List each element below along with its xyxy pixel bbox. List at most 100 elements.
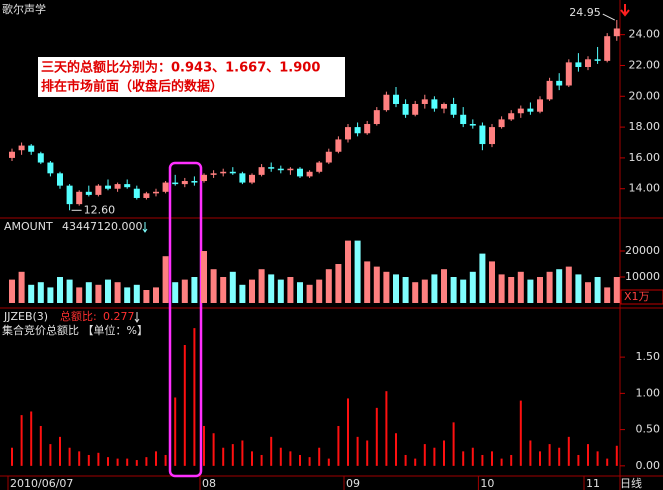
candle-body — [354, 127, 361, 134]
bar — [479, 253, 486, 303]
bar — [49, 444, 52, 466]
bar — [383, 271, 390, 303]
bar — [375, 407, 378, 466]
bar — [306, 284, 313, 303]
candle-body — [508, 113, 515, 120]
bar — [558, 447, 561, 466]
annotation: 三天的总额比分别为：0.943、1.667、1.900 — [41, 60, 320, 76]
candle-body — [28, 145, 35, 152]
bar — [135, 460, 138, 466]
bar — [546, 271, 553, 303]
bar — [172, 282, 179, 303]
bar — [585, 282, 591, 303]
bar — [126, 458, 129, 466]
bar — [567, 436, 570, 466]
candle-body — [537, 99, 543, 112]
candle-body — [277, 168, 284, 171]
bar — [57, 277, 63, 303]
bar — [556, 269, 563, 303]
bar — [258, 269, 265, 303]
candle-body — [239, 173, 246, 183]
bar — [327, 458, 330, 466]
bar — [404, 454, 407, 466]
bar — [287, 277, 294, 303]
bar — [268, 274, 275, 303]
bar — [325, 269, 332, 303]
bar — [11, 447, 13, 466]
y-tick-label: 10000 — [625, 270, 660, 283]
candle-body — [172, 182, 179, 185]
candle-body — [124, 184, 131, 188]
y-tick-label: 14.00 — [629, 182, 661, 195]
bar — [203, 425, 205, 466]
bar — [604, 287, 611, 303]
bar — [95, 284, 102, 303]
candle-body — [133, 188, 140, 198]
candle-body — [604, 36, 611, 61]
icon-arrow — [620, 4, 630, 17]
bar — [37, 282, 44, 303]
panel-value-name: 总额比: — [60, 309, 97, 323]
bar — [385, 391, 388, 466]
unit-box — [620, 289, 663, 305]
candle-body — [287, 168, 294, 171]
bar — [220, 277, 227, 303]
bar — [393, 274, 399, 303]
candle-body — [37, 153, 44, 163]
bar — [481, 454, 484, 466]
candle-body — [412, 103, 419, 115]
candle-body — [162, 182, 169, 192]
candle-body — [402, 103, 409, 115]
bar — [575, 274, 582, 303]
bar — [28, 284, 35, 303]
bar — [345, 240, 351, 303]
x-tick-label: 2010/06/07 — [10, 477, 73, 490]
candle-body — [114, 184, 121, 189]
bar — [299, 454, 301, 466]
x-tick-label: 08 — [202, 477, 216, 490]
candle-body — [383, 94, 390, 111]
y-tick-label: 20000 — [625, 244, 660, 257]
bar — [76, 287, 83, 303]
bar — [97, 452, 100, 466]
unit-label: X1万 — [624, 290, 650, 303]
y-tick-label: 0.50 — [636, 423, 661, 436]
candle-body — [325, 151, 332, 163]
candle-body — [18, 145, 25, 151]
candle-body — [335, 139, 342, 152]
bar — [402, 277, 409, 303]
bar — [452, 422, 455, 466]
bar — [433, 447, 436, 466]
bar — [162, 256, 169, 303]
candle-body — [460, 114, 467, 125]
annotation-box — [38, 57, 345, 97]
y-tick-label: 20.00 — [629, 89, 661, 102]
candle-body — [585, 59, 591, 68]
candle-body — [431, 99, 438, 109]
bar — [18, 271, 25, 303]
y-tick-label: 1.00 — [636, 386, 661, 399]
candle-body — [47, 162, 54, 174]
bar — [191, 277, 198, 303]
bar — [193, 328, 196, 466]
candle-body — [565, 62, 572, 86]
candle-body — [556, 80, 563, 86]
bar — [85, 282, 92, 303]
bar — [78, 451, 81, 466]
candle-body — [191, 181, 198, 183]
bar — [9, 279, 15, 303]
y-tick-label: 0.00 — [636, 459, 661, 472]
bar — [537, 277, 543, 303]
panel-value: 43447120.000 — [62, 220, 142, 233]
candle-body — [594, 59, 601, 61]
bar — [441, 269, 447, 303]
bar — [565, 266, 572, 303]
candle-body — [181, 181, 188, 185]
bar — [443, 440, 445, 466]
bar — [30, 411, 33, 466]
candle-body — [153, 191, 159, 194]
icon-arrow — [142, 222, 148, 233]
annotation: 排在市场前面（收盘后的数据） — [41, 79, 223, 95]
y-tick-label: 18.00 — [629, 120, 661, 133]
bar — [594, 277, 601, 303]
